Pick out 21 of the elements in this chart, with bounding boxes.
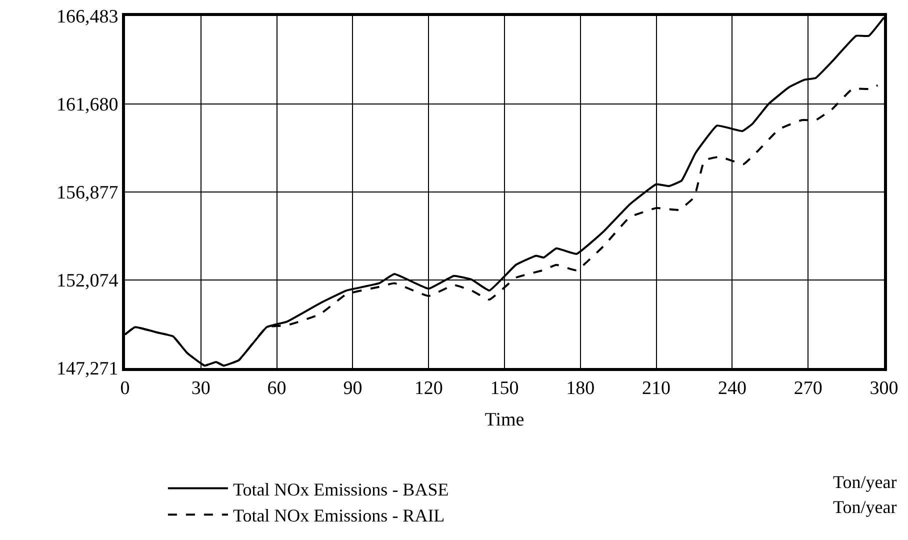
text: Ton/year [833, 472, 897, 492]
x-tick-label: 30 [191, 378, 210, 399]
y-tick-label: 156,877 [56, 182, 118, 204]
y-tick-label: 147,271 [56, 358, 118, 380]
x-tick-label: 300 [870, 378, 898, 399]
x-tick-label: 90 [343, 378, 362, 399]
legend-label: Total NOx Emissions - RAIL [232, 506, 445, 526]
y-tick-label: 166,483 [56, 6, 118, 28]
x-tick-label: 150 [490, 378, 519, 399]
x-tick-label: 60 [267, 378, 286, 399]
y-tick-label: 152,074 [56, 270, 119, 292]
x-tick-label: 270 [794, 378, 822, 399]
text: Ton/year [833, 497, 897, 517]
x-tick-label: 210 [642, 378, 671, 399]
x-tick-label: 120 [414, 378, 443, 399]
x-tick-label: 240 [718, 378, 746, 399]
x-tick-label: 180 [566, 378, 595, 399]
x-tick-label: 0 [120, 378, 130, 399]
legend-label: Total NOx Emissions - BASE [232, 479, 449, 500]
x-axis-title: Time [484, 410, 524, 431]
y-tick-label: 161,680 [56, 94, 118, 116]
